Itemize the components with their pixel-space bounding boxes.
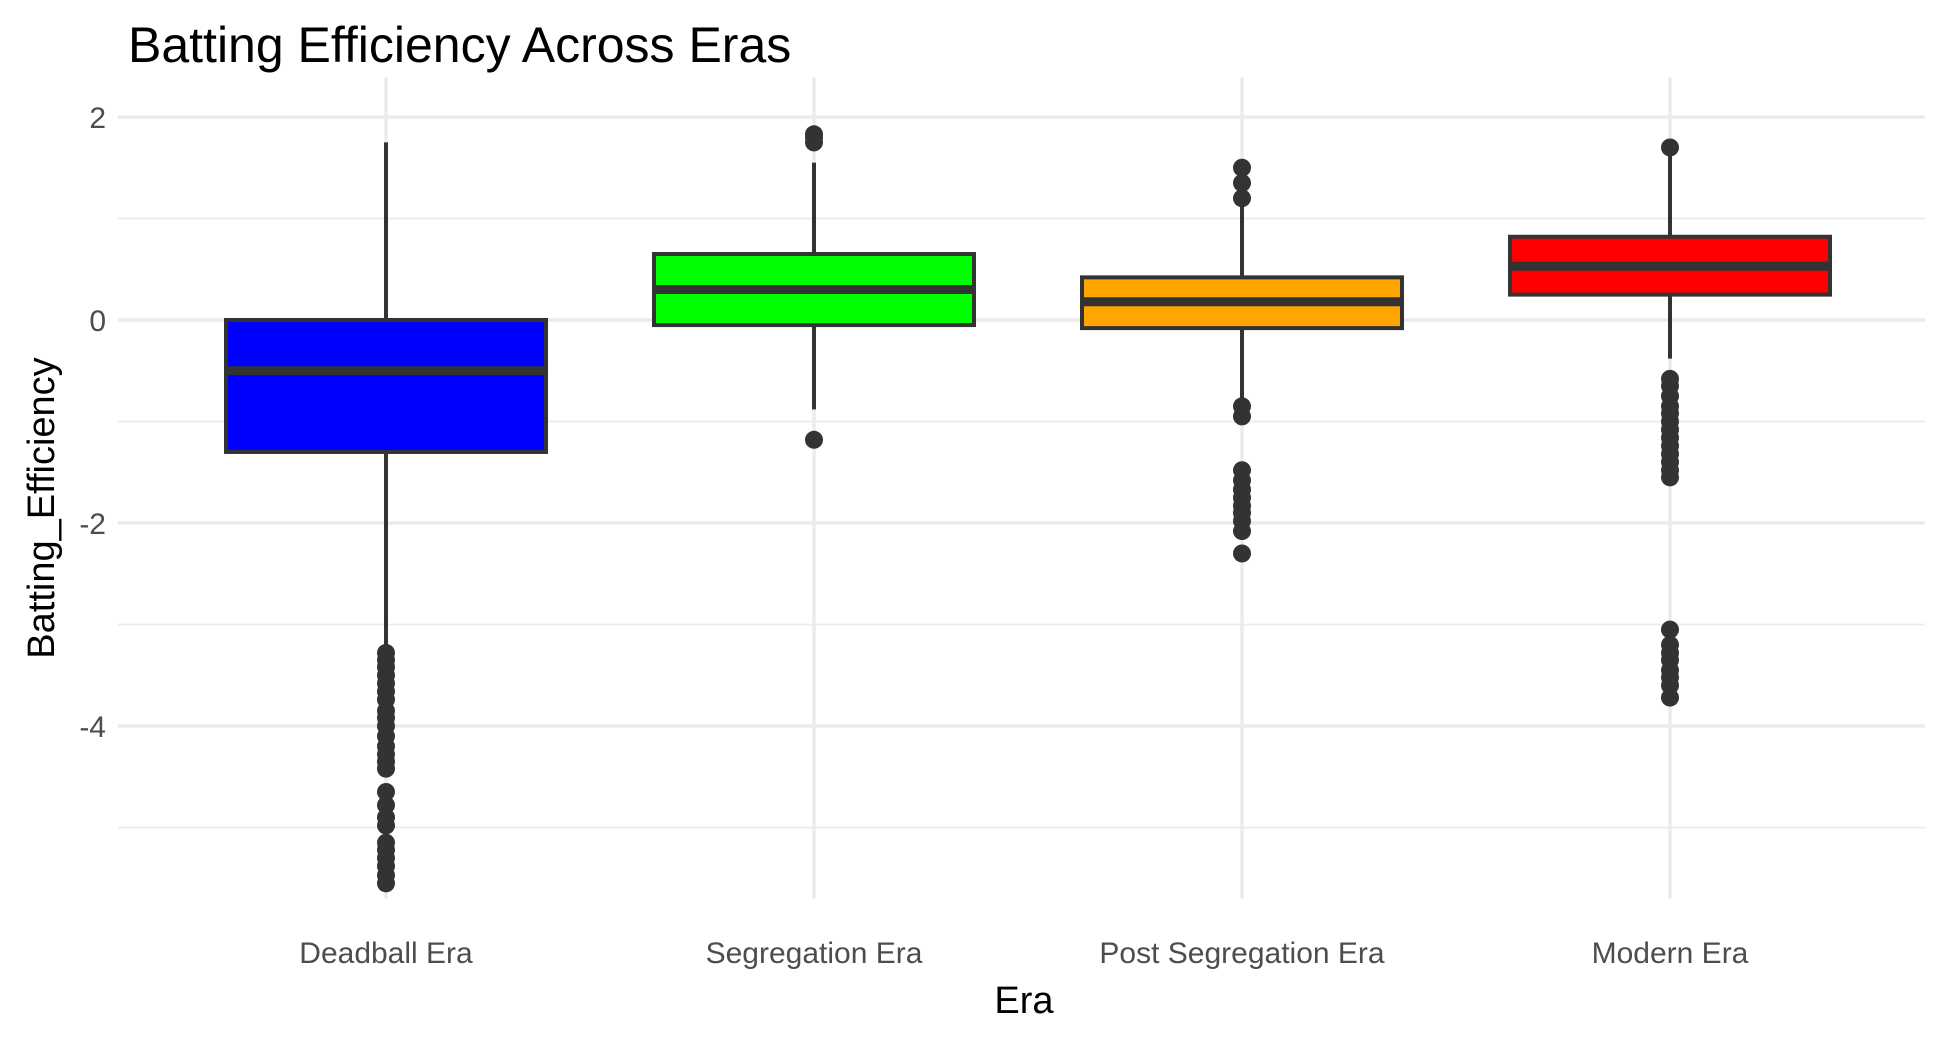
outlier-point xyxy=(1661,688,1679,707)
outlier-point xyxy=(1233,189,1251,208)
outlier-point xyxy=(377,816,395,835)
outlier-point xyxy=(1233,544,1251,563)
x-tick-label: Segregation Era xyxy=(706,937,923,970)
y-axis-title: Batting_Efficiency xyxy=(21,357,63,658)
outlier-point xyxy=(1233,407,1251,426)
y-tick-label: -4 xyxy=(79,711,106,744)
outlier-point xyxy=(1661,620,1679,639)
x-tick-label: Deadball Era xyxy=(299,937,473,970)
x-tick-label: Post Segregation Era xyxy=(1099,937,1384,970)
box-iqr xyxy=(224,318,548,454)
outlier-point xyxy=(805,430,823,449)
outlier-point xyxy=(1661,138,1679,157)
box-group xyxy=(1508,138,1832,707)
outlier-point xyxy=(1233,522,1251,541)
y-tick-label: 2 xyxy=(89,102,106,135)
y-tick-label: 0 xyxy=(89,305,106,338)
y-tick-label: -2 xyxy=(79,508,106,541)
x-axis-title: Era xyxy=(994,980,1054,1022)
boxplot-series xyxy=(224,125,1832,893)
outlier-point xyxy=(1233,173,1251,192)
chart-title: Batting Efficiency Across Eras xyxy=(128,17,791,73)
outlier-point xyxy=(805,125,823,144)
outlier-point xyxy=(377,782,395,801)
x-tick-label: Modern Era xyxy=(1592,937,1749,970)
outlier-point xyxy=(377,759,395,778)
outlier-point xyxy=(1233,158,1251,177)
outlier-point xyxy=(1661,468,1679,487)
box-group xyxy=(1080,158,1404,563)
axes: 2 0 -2 -4 Deadball Era Segregation Era Post Se… xyxy=(79,102,1748,970)
outlier-point xyxy=(377,874,395,893)
box-group xyxy=(652,125,976,449)
box-group xyxy=(224,142,548,893)
